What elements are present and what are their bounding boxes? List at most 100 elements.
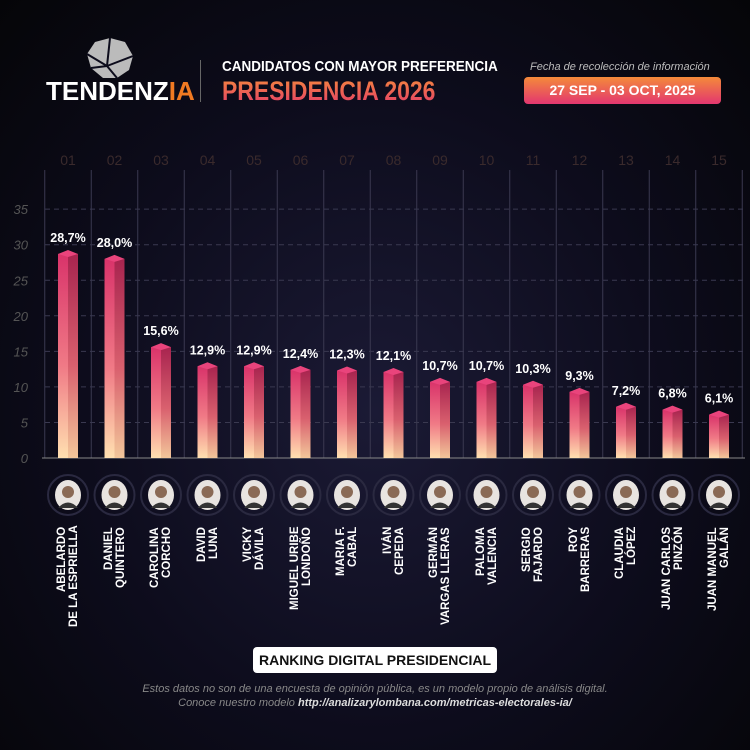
avatar-body-icon [523, 502, 543, 508]
rank-label: 05 [246, 152, 262, 168]
bar-side [114, 258, 125, 458]
value-label: 9,3% [565, 369, 594, 383]
y-tick-label: 25 [13, 273, 29, 288]
bar-side [254, 366, 264, 458]
model-link[interactable]: http://analizarylombana.com/metricas-ele… [297, 697, 572, 709]
rank-label: 09 [432, 152, 448, 168]
bar-front [662, 409, 673, 458]
bar-cap [523, 380, 543, 388]
bar-side [626, 406, 636, 458]
avatar-head-icon [155, 486, 167, 498]
value-label: 12,4% [283, 347, 318, 361]
avatar-head-icon [248, 486, 260, 498]
rank-label: 11 [526, 152, 541, 168]
bar-front [104, 258, 115, 458]
candidate-name: MARIA F. CABAL [335, 527, 359, 577]
bar-side [579, 391, 590, 458]
avatar-ring [93, 474, 136, 516]
value-label: 10,7% [422, 359, 457, 373]
candidate-name: DAVID LUNA [195, 527, 220, 562]
value-label: 12,9% [236, 343, 271, 357]
avatar-body-icon [197, 502, 218, 508]
avatar-head-icon [294, 486, 307, 498]
y-tick-label: 0 [21, 451, 29, 466]
bar-cap [383, 367, 404, 375]
value-label: 12,3% [329, 348, 364, 362]
candidate-name: VICKY DÁVILA [242, 527, 266, 570]
model-note: Conoce nuestro modelo http://analizarylo… [0, 697, 750, 709]
rank-label: 14 [665, 152, 681, 168]
value-label: 15,6% [143, 324, 178, 338]
y-tick-label: 35 [14, 202, 29, 217]
bar-cap [430, 377, 450, 385]
avatar-ring [558, 474, 601, 516]
rank-label: 10 [479, 152, 495, 168]
value-label: 7,2% [612, 384, 641, 398]
disclaimer: Estos datos no son de una encuesta de op… [142, 683, 608, 695]
avatar-ring [465, 474, 508, 516]
avatar-head-icon [666, 486, 679, 498]
y-tick-label: 5 [21, 415, 29, 430]
rank-label: 13 [618, 152, 634, 168]
page-title: PRESIDENCIA 2026 [222, 76, 436, 106]
bar-cap [58, 249, 78, 257]
avatar-body-icon [662, 502, 683, 508]
avatar-ring [140, 474, 182, 516]
bar-front [337, 370, 347, 458]
bar-side [719, 414, 729, 458]
y-tick-label: 20 [13, 309, 29, 324]
value-label: 10,3% [515, 362, 550, 376]
y-tick-label: 15 [14, 344, 29, 359]
avatar-head-icon [713, 486, 725, 498]
avatar-head-icon [62, 486, 74, 498]
avatar-head-icon [527, 486, 539, 498]
avatar-body-icon [569, 502, 590, 508]
bar-side [161, 347, 171, 458]
candidate-name: DANIEL QUINTERO [102, 527, 127, 588]
avatar-body-icon [244, 502, 264, 508]
y-tick-label: 30 [14, 238, 29, 253]
avatar-body-icon [290, 502, 311, 508]
bar-front [197, 366, 208, 458]
bar-side [347, 370, 357, 458]
avatar-head-icon [434, 486, 446, 498]
avatar-head-icon [108, 486, 121, 498]
bar-side [440, 381, 450, 458]
avatar-body-icon [476, 502, 497, 508]
bar-cap [476, 377, 497, 385]
logo-accent: IA [168, 76, 195, 106]
bar-cap [290, 365, 311, 373]
bar-side [300, 369, 311, 458]
avatar-ring [605, 474, 647, 516]
avatar-head-icon [573, 486, 586, 498]
avatar-body-icon [616, 502, 636, 508]
avatar-ring [279, 474, 322, 516]
bar-cap [616, 402, 636, 410]
avatar-ring [419, 474, 461, 516]
bar-front [151, 347, 161, 458]
candidate-name: MIGUEL URIBE LONDOÑO [288, 527, 313, 611]
candidate-name: CLAUDIA LÓPEZ [614, 527, 638, 579]
avatar-ring [186, 474, 229, 516]
avatar-ring [651, 474, 694, 516]
rank-label: 15 [711, 152, 727, 168]
bar-cap [337, 366, 357, 374]
avatar-body-icon [104, 502, 125, 508]
value-label: 10,7% [469, 359, 504, 373]
bar-front [476, 381, 487, 458]
bar-front [383, 371, 394, 458]
rank-label: 07 [339, 152, 355, 168]
rank-label: 04 [200, 152, 216, 168]
avatar-ring [512, 474, 554, 516]
avatar-body-icon [430, 502, 450, 508]
candidate-name: ROY BARRERAS [567, 527, 592, 593]
candidate-name: GERMÁN VARGAS LLERAS [428, 527, 452, 625]
avatar-head-icon [480, 486, 493, 498]
bar-front [58, 253, 68, 458]
bar-side [393, 371, 404, 458]
avatar-head-icon [201, 486, 214, 498]
bar-front [290, 369, 301, 458]
bar-front [523, 384, 533, 458]
bar-cap [662, 405, 683, 413]
header-divider [200, 60, 201, 102]
